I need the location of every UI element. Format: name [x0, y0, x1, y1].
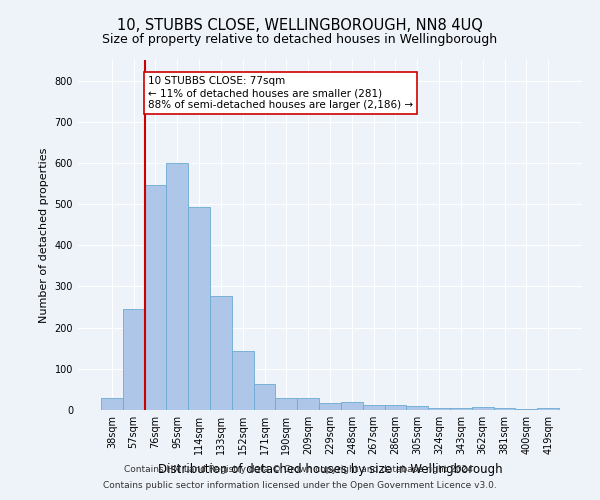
- Bar: [101, 398, 123, 410]
- Text: Size of property relative to detached houses in Wellingborough: Size of property relative to detached ho…: [103, 32, 497, 46]
- Text: 10, STUBBS CLOSE, WELLINGBOROUGH, NN8 4UQ: 10, STUBBS CLOSE, WELLINGBOROUGH, NN8 4U…: [117, 18, 483, 32]
- Text: 10 STUBBS CLOSE: 77sqm
← 11% of detached houses are smaller (281)
88% of semi-de: 10 STUBBS CLOSE: 77sqm ← 11% of detached…: [148, 76, 413, 110]
- Bar: [188, 207, 210, 410]
- Bar: [406, 406, 428, 410]
- Text: Contains HM Land Registry data © Crown copyright and database right 2024.: Contains HM Land Registry data © Crown c…: [124, 466, 476, 474]
- Bar: [166, 163, 188, 410]
- Bar: [319, 403, 341, 410]
- Bar: [123, 309, 145, 410]
- Bar: [537, 408, 559, 410]
- Bar: [341, 402, 363, 410]
- Text: Contains public sector information licensed under the Open Government Licence v3: Contains public sector information licen…: [103, 480, 497, 490]
- Bar: [494, 408, 515, 410]
- Bar: [210, 296, 232, 410]
- Bar: [385, 405, 406, 410]
- Bar: [275, 398, 297, 410]
- X-axis label: Distribution of detached houses by size in Wellingborough: Distribution of detached houses by size …: [158, 462, 502, 475]
- Bar: [254, 384, 275, 410]
- Bar: [428, 408, 450, 410]
- Bar: [363, 404, 385, 410]
- Bar: [450, 408, 472, 410]
- Bar: [515, 409, 537, 410]
- Bar: [472, 407, 494, 410]
- Bar: [297, 398, 319, 410]
- Bar: [232, 351, 254, 410]
- Y-axis label: Number of detached properties: Number of detached properties: [39, 148, 49, 322]
- Bar: [145, 185, 166, 410]
